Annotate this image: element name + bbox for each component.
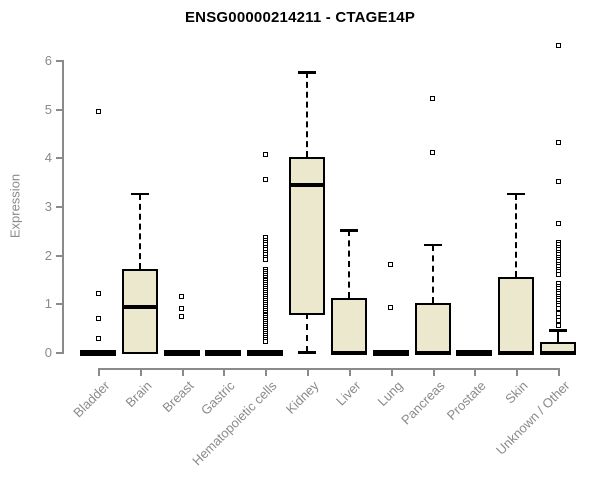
median-line [163, 350, 200, 356]
median-line [80, 350, 116, 356]
y-tick-label: 4 [44, 150, 52, 166]
y-axis-tick [56, 60, 62, 62]
y-axis-tick [56, 352, 62, 354]
x-tick-label: Prostate [444, 378, 489, 423]
x-axis-tick [558, 370, 561, 376]
lower-whisker-cap [298, 351, 317, 354]
outlier-point [179, 305, 185, 311]
median-line [205, 350, 242, 356]
x-tick-label: Breast [159, 378, 197, 416]
y-tick-label: 6 [44, 53, 52, 68]
x-tick-label: Pancreas [397, 378, 448, 428]
upper-whisker [347, 230, 350, 299]
x-tick-label: Hematopoietic cells [189, 378, 280, 469]
box [414, 303, 451, 354]
upper-whisker-cap [130, 192, 149, 196]
outlier-point [555, 220, 561, 226]
box [121, 269, 158, 354]
x-axis-tick [516, 370, 519, 376]
outlier-point [262, 257, 268, 263]
upper-whisker [515, 193, 518, 277]
x-axis-tick [139, 370, 142, 376]
x-axis-tick [307, 370, 310, 376]
y-axis-tick [56, 206, 62, 208]
median-line [540, 350, 577, 356]
y-tick-label: 3 [44, 199, 52, 214]
median-line [372, 350, 409, 356]
outlier-point [555, 322, 561, 328]
outlier-point [555, 305, 561, 311]
median-line [121, 304, 158, 310]
outlier-point [430, 96, 436, 102]
x-tick-label: Kidney [282, 378, 322, 417]
box [330, 298, 367, 354]
median-line [289, 182, 326, 188]
upper-whisker-cap [549, 329, 568, 332]
x-axis-line [98, 368, 561, 370]
upper-whisker-cap [423, 243, 442, 247]
upper-whisker [138, 193, 141, 270]
outlier-point [555, 271, 561, 277]
outlier-point [555, 317, 561, 323]
median-line [456, 350, 493, 356]
x-axis-tick [98, 370, 100, 376]
chart-title: ENSG00000214211 - CTAGE14P [184, 9, 416, 26]
y-tick-label: 2 [44, 247, 52, 263]
box [498, 276, 535, 354]
x-tick-label: Brain [122, 378, 155, 411]
upper-whisker [431, 244, 434, 304]
x-axis-tick [223, 370, 226, 376]
x-axis-tick [390, 370, 393, 376]
y-tick-label: 5 [44, 101, 52, 117]
outlier-point [95, 316, 101, 322]
outlier-point [95, 336, 101, 342]
x-tick-label: Bladder [70, 378, 113, 421]
x-tick-label: Skin [502, 378, 531, 407]
y-axis-tick [56, 108, 62, 111]
outlier-point [430, 149, 436, 155]
median-line [414, 350, 451, 356]
upper-whisker-cap [339, 229, 358, 232]
outlier-point [388, 304, 394, 310]
y-tick-label: 1 [44, 296, 52, 312]
y-axis-tick [56, 303, 62, 306]
x-axis-tick [348, 370, 351, 376]
x-tick-label: Gastric [198, 378, 239, 418]
median-line [247, 350, 284, 356]
x-axis-tick [181, 370, 184, 376]
lower-whisker [306, 313, 309, 352]
box [289, 157, 326, 316]
x-axis-tick [474, 370, 477, 376]
outlier-point [262, 176, 268, 182]
median-line [330, 350, 367, 356]
y-axis-line [62, 60, 64, 354]
y-axis-tick [56, 157, 62, 160]
upper-whisker [557, 330, 560, 343]
upper-whisker [306, 72, 309, 158]
x-tick-label: Liver [332, 378, 364, 409]
outlier-point [555, 42, 561, 48]
y-axis-tick [56, 254, 62, 257]
upper-whisker-cap [507, 192, 526, 196]
outlier-point [262, 152, 268, 158]
outlier-point [262, 338, 268, 344]
outlier-point [555, 310, 561, 316]
upper-whisker-cap [298, 71, 317, 74]
outlier-point [388, 261, 394, 267]
x-tick-label: Unknown / Other [493, 378, 573, 458]
outlier-point [95, 291, 101, 297]
median-line [498, 350, 535, 356]
outlier-point [95, 108, 101, 114]
outlier-point [555, 140, 561, 146]
x-axis-tick [265, 370, 268, 376]
x-axis-tick [432, 370, 435, 376]
y-tick-label: 0 [44, 345, 52, 360]
outlier-point [179, 293, 185, 299]
outlier-point [179, 314, 185, 320]
outlier-point [555, 179, 561, 185]
x-tick-label: Lung [374, 378, 406, 410]
